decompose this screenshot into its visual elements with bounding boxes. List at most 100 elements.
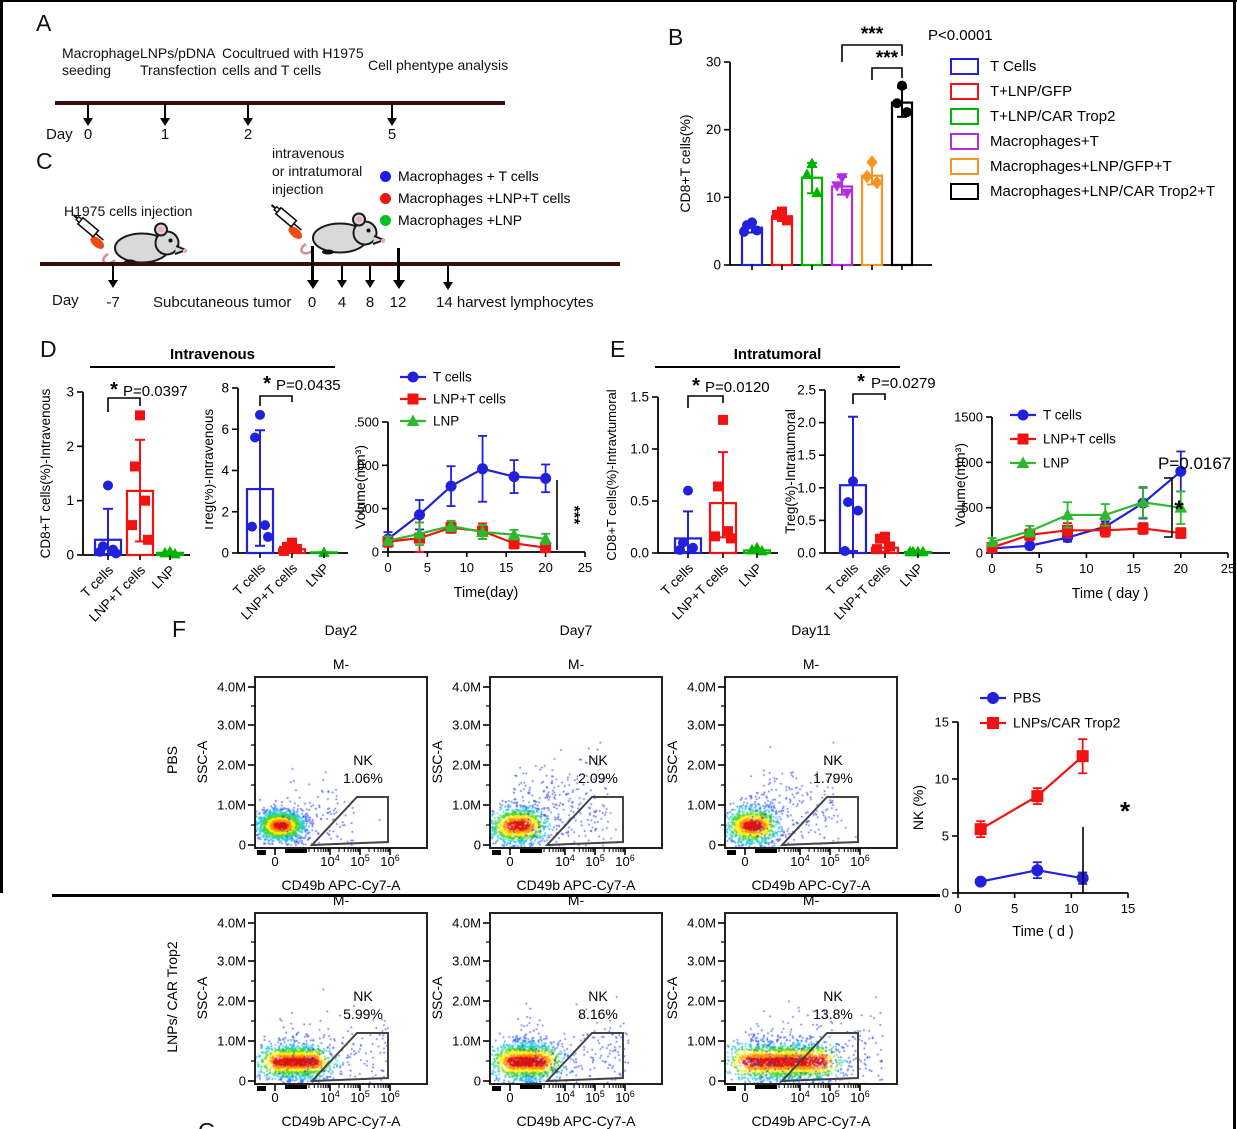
panel-label-b: B	[668, 24, 684, 50]
data-point	[683, 485, 693, 496]
data-point	[897, 80, 907, 91]
legend-label: T Cells	[990, 58, 1037, 75]
y-tick-label: 1000	[955, 455, 983, 470]
data-point	[140, 495, 150, 506]
y-tick-label: 4.0M	[217, 916, 246, 931]
x-tick-label: 0	[506, 1090, 513, 1105]
data-point	[1023, 524, 1037, 537]
data-point	[255, 409, 265, 420]
flow-density-cloud	[726, 678, 896, 847]
annotation-text: ***	[565, 506, 582, 525]
day-tick: 0	[307, 294, 317, 311]
axis-range-marker	[285, 1085, 307, 1089]
y-axis-label: SSC-A	[194, 740, 210, 783]
data-point	[718, 414, 728, 425]
legend-swatch	[950, 58, 979, 75]
data-point	[986, 542, 998, 554]
flow-plot: M- 4.0M 3.0M 2.0M 1.0M 0 0 104 105 106 NK 5.99% CD49…	[193, 881, 445, 1129]
legend-label: PBS	[1013, 690, 1041, 706]
data-point	[1017, 409, 1029, 421]
y-tick-label: 1.0M	[217, 798, 246, 813]
flow-row-label: LNPs/ CAR Trop2	[164, 941, 180, 1053]
series-line	[991, 501, 1181, 544]
chart-svg-D_volume: 0 500 1000 1500 0 5 10 15 20 25 T cells LNP+T cells…	[350, 370, 592, 602]
data-point	[772, 209, 782, 220]
data-point	[445, 480, 457, 492]
flow-row-divider	[52, 894, 940, 897]
significance-bracket	[852, 393, 886, 404]
x-tick-label: 106	[850, 853, 869, 869]
x-tick-label: 15	[1126, 561, 1140, 576]
legend-item: Macrophages+LNP/CAR Trop2+T	[950, 183, 1215, 200]
x-tick-label: LNP	[149, 563, 178, 592]
flow-plot: M- 4.0M 3.0M 2.0M 1.0M 0 0 104 105 106 NK 13.8% CD49…	[663, 881, 915, 1129]
significance-bracket	[1164, 477, 1173, 538]
x-tick-label: 0	[271, 1090, 278, 1105]
x-tick-label: 10	[1079, 561, 1093, 576]
data-point	[414, 509, 426, 521]
timeline-arrow	[247, 104, 250, 119]
x-tick-label: LNP	[303, 561, 332, 590]
series-line	[387, 526, 546, 549]
annotation-text: *	[1120, 796, 1131, 826]
annotation-text: P=0.0397	[123, 383, 188, 400]
data-point	[902, 107, 912, 118]
x-axis-label: CD49b APC-Cy7-A	[281, 877, 401, 893]
data-point	[675, 544, 685, 555]
data-point	[1061, 508, 1074, 520]
chart-svg-B: 0 10 20 30 CD8+T cells(%) *** P<0.0001 ***	[677, 24, 993, 273]
panel-label-f: F	[172, 616, 187, 642]
y-axis-label: CD8+T cells(%)-Intravenous	[40, 388, 53, 558]
figure-border-top	[0, 0, 1237, 2]
data-point	[103, 480, 113, 491]
x-tick-label: 0	[988, 561, 995, 576]
flow-plot-title: M-	[803, 656, 820, 672]
y-tick-label: 4.0M	[217, 680, 246, 695]
data-point	[406, 414, 420, 426]
y-tick-label: 1.0M	[687, 1034, 716, 1049]
gate-label: NK	[588, 988, 608, 1004]
annotation-text: P=0.0167	[1158, 454, 1231, 473]
x-tick-label: 105	[350, 1089, 369, 1105]
day-tick: 1	[160, 126, 170, 143]
x-axis-label: Time ( d )	[1012, 924, 1074, 940]
data-point	[806, 157, 818, 168]
legend-swatch	[950, 83, 979, 100]
legend-label: Macrophages+LNP/GFP+T	[990, 158, 1172, 175]
figure-border-right	[1233, 0, 1236, 1129]
x-tick-label: 0	[741, 854, 748, 869]
data-point	[539, 532, 552, 544]
x-tick-label: 0	[954, 901, 961, 916]
legend-item: Macrophages + T cells	[380, 168, 539, 184]
legend-item: T Cells	[950, 58, 1036, 75]
nk-gate	[544, 796, 624, 847]
x-tick-label: 15	[1121, 901, 1135, 916]
x-tick-label: 5	[424, 560, 431, 575]
y-axis-label: Treg(%)-Intravenous	[205, 409, 216, 533]
data-point	[840, 546, 850, 557]
x-tick-label: 0	[271, 854, 278, 869]
y-tick-label: 1.0	[797, 480, 816, 495]
flow-plot-title: M-	[568, 656, 585, 672]
timeline-arrow	[112, 265, 115, 281]
flow-plot: M- 4.0M 3.0M 2.0M 1.0M 0 0 104 105 106 NK 1.79% CD49…	[663, 645, 915, 907]
x-axis-label: CD49b APC-Cy7-A	[516, 1113, 636, 1129]
legend-swatch	[950, 183, 979, 200]
data-point	[861, 169, 873, 184]
x-tick-label: 104	[790, 1089, 809, 1105]
data-point	[987, 717, 999, 729]
data-point	[247, 521, 257, 532]
x-tick-label: LNP	[897, 561, 926, 590]
y-axis-label: CD8+T cells(%)	[677, 114, 693, 212]
legend-label: T+LNP/GFP	[990, 83, 1073, 100]
axis-range-marker	[520, 1085, 542, 1089]
axis-range-marker	[285, 849, 307, 853]
panel-label-d: D	[40, 336, 57, 362]
panel-d-underline	[90, 350, 335, 368]
x-tick-label: 10	[1064, 901, 1078, 916]
legend-label: LNP+T cells	[1043, 432, 1116, 447]
day-tick: 5	[387, 126, 397, 143]
data-point	[292, 543, 302, 554]
x-tick-label: 0	[506, 854, 513, 869]
data-point	[143, 534, 153, 545]
